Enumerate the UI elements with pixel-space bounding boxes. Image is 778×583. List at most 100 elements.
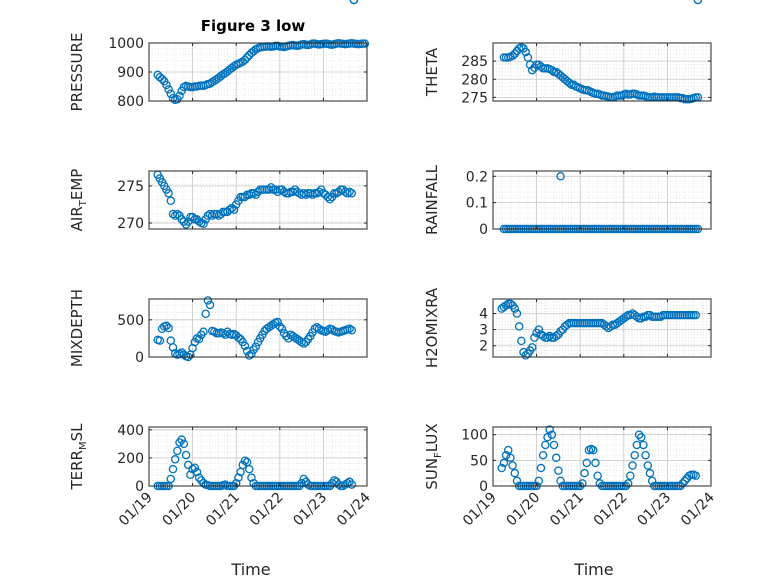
y-axis-label-6: H2OMIXRA [423,287,441,368]
data-point [188,464,197,474]
data-point [168,464,178,474]
data-point [245,464,254,474]
x-axis-label-left: Time [230,560,270,579]
data-point [508,461,517,470]
data-point [166,89,176,99]
data-point [162,321,171,331]
data-point [157,74,167,84]
data-point [201,309,210,319]
data-point [360,39,370,48]
data-point [626,471,635,480]
data-point [349,0,359,5]
data-point [527,343,537,352]
data-point [231,478,241,488]
data-point [632,440,642,450]
figure-title: Figure 3 low [201,17,306,35]
data-point [508,51,517,60]
data-point [207,211,217,220]
subplot-1: 800 900 1000 PRESSURE [68,33,370,111]
y-tick-label: 200 [117,451,144,467]
data-series [153,0,359,362]
data-point [343,189,352,198]
data-point [691,471,700,480]
data-point [556,476,565,486]
data-point [556,326,565,336]
subplot-6: 234 H2OMIXRA [423,0,712,368]
data-point [499,458,509,468]
data-point [330,476,339,485]
data-point [691,310,700,320]
data-point [510,304,520,313]
data-point [271,185,280,194]
data-point [245,351,254,360]
data-point [634,430,644,439]
data-point [245,190,254,200]
data-point [645,468,655,478]
data-point [693,0,703,5]
data-point [164,323,173,333]
y-tick-label: 0 [135,479,144,495]
subplot-2: 275 280 285 THETA [423,42,712,106]
data-point [299,189,309,198]
data-point [205,300,215,310]
data-point [240,192,250,202]
y-tick-label: 2 [479,339,488,355]
data-point [551,453,561,463]
y-axis-label-3: AIRTEMP [68,169,89,232]
y-tick-label: 800 [117,94,144,110]
data-series [153,39,370,105]
y-tick-label: 3 [479,323,488,339]
data-point [199,327,208,336]
data-point [521,351,530,360]
y-tick-label: 0.1 [466,196,488,212]
axes-box [492,42,712,102]
data-point [175,91,184,101]
data-point [630,450,639,460]
data-point [501,450,511,460]
y-tick-label: 0 [479,479,488,495]
y-tick-label: 500 [117,313,144,329]
data-point [273,187,282,197]
data-point [234,333,243,342]
data-point [164,189,173,198]
data-point [234,473,243,482]
x-axis-label-right: Time [573,560,613,579]
x-tick-label: 01/23 [634,490,674,530]
data-point [641,450,650,460]
data-point [680,476,690,486]
data-point [521,47,530,57]
data-point [582,458,591,468]
data-point [589,445,598,455]
data-point [565,78,574,88]
data-point [345,187,354,197]
data-point [527,65,537,75]
data-point [547,430,557,439]
data-point [229,61,239,71]
y-tick-label: 275 [461,90,488,106]
data-point [170,455,180,464]
subplot-3: 270 275 AIRTEMP [68,0,368,232]
data-point [623,479,633,488]
data-point [181,450,191,460]
x-tick-label: 01/24 [334,489,374,529]
data-point [534,325,544,334]
data-point [347,189,356,198]
data-point [177,435,186,444]
data-point [636,314,646,323]
axes-box [492,298,712,358]
data-point [510,468,520,478]
data-point [299,339,309,348]
data-point [636,433,646,442]
data-point [514,322,524,331]
axes-box [148,298,368,358]
y-tick-label: 100 [461,428,488,444]
data-point [569,80,578,89]
x-tick-label: 01/20 [160,490,200,530]
data-point [506,453,515,463]
data-point [606,322,615,331]
data-point [203,296,213,305]
y-tick-label: 270 [117,216,144,232]
y-axis-label-5: MIXDEPTH [68,289,86,367]
data-point [279,187,289,197]
data-point [247,473,256,482]
